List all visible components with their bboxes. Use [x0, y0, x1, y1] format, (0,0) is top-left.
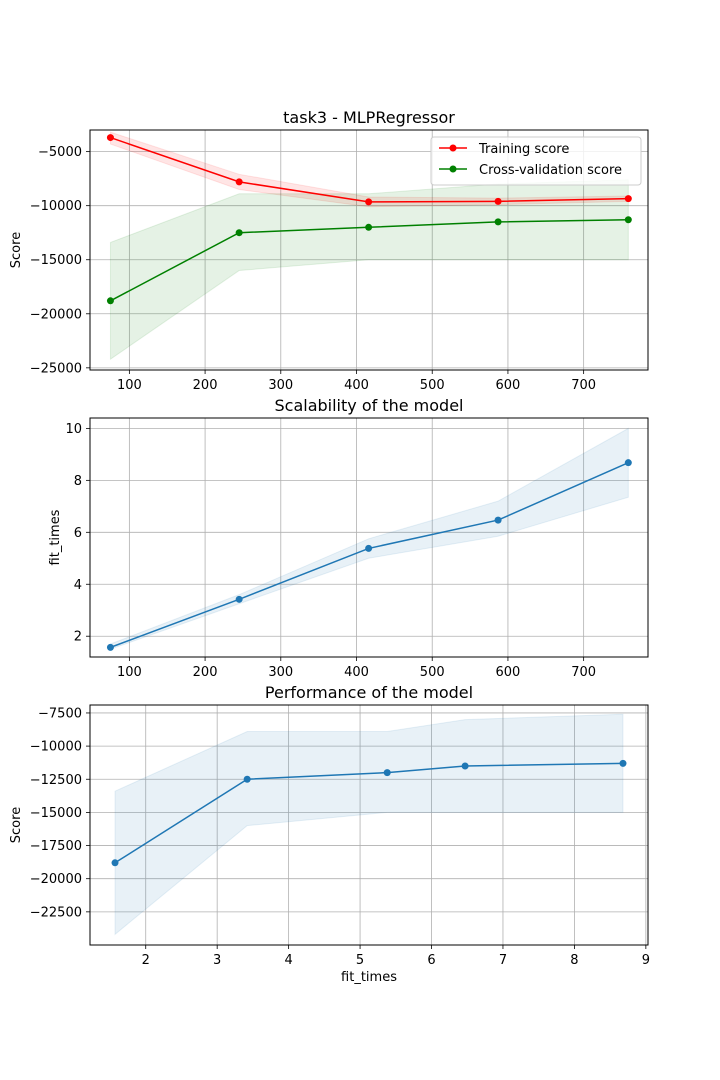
y-tick-label: 2: [74, 630, 82, 645]
x-tick-label: 200: [193, 378, 218, 393]
y-axis-label: fit_times: [48, 509, 63, 565]
x-tick-label: 8: [570, 953, 578, 968]
std-bands: [109, 427, 629, 650]
y-tick-label: −10000: [30, 199, 82, 214]
series-points: [106, 134, 632, 305]
data-point-series-0: [106, 134, 114, 142]
grid-lines: [90, 705, 648, 945]
y-tick-label: 10: [65, 422, 82, 437]
data-point-series-1: [235, 229, 243, 237]
plot-frame: [89, 129, 649, 371]
legend-marker-cv: [449, 165, 457, 173]
legend-box: [430, 136, 642, 186]
data-point-series-0: [111, 859, 119, 867]
y-tick-label: −17500: [30, 839, 82, 854]
series-points: [111, 759, 627, 867]
x-tick-label: 200: [193, 665, 218, 680]
x-tick-label: 7: [499, 953, 507, 968]
x-tick-label: 700: [571, 378, 596, 393]
std-band-series-0: [109, 427, 629, 650]
x-tick-label: 5: [356, 953, 364, 968]
data-point-series-1: [106, 297, 114, 305]
x-axis-label: fit_times: [341, 970, 397, 985]
data-point-series-0: [365, 198, 373, 206]
y-tick-label: 6: [74, 526, 82, 541]
x-ticks: 2 3 4 5 6 7 8 9: [142, 945, 650, 968]
plot-frame: [89, 417, 649, 658]
y-tick-label: −20000: [30, 307, 82, 322]
data-point-series-1: [365, 223, 373, 231]
y-tick-label: −15000: [30, 253, 82, 268]
x-tick-label: 400: [344, 665, 369, 680]
y-tick-label: −15000: [30, 806, 82, 821]
x-ticks: 100 200 300 400 500 600 700: [117, 657, 596, 680]
data-point-series-0: [619, 759, 627, 767]
learning-curve-panel: 100 200 300 400 500 600 700 −25000 −20000 −15000…: [9, 108, 649, 393]
x-ticks: 100 200 300 400 500 600 700: [117, 370, 596, 393]
y-axis-label: Score: [9, 232, 24, 268]
data-point-series-0: [365, 544, 373, 552]
x-tick-label: 600: [496, 665, 521, 680]
std-band-series-0: [114, 713, 624, 936]
data-point-series-0: [235, 178, 243, 186]
std-bands: [114, 713, 624, 936]
y-tick-label: −7500: [38, 706, 82, 721]
data-point-series-0: [494, 197, 502, 205]
chart-title: task3 - MLPRegressor: [283, 108, 455, 127]
x-tick-label: 100: [117, 378, 142, 393]
y-tick-label: −22500: [30, 905, 82, 920]
legend: Training score Cross-validation score: [430, 136, 642, 186]
series-points: [106, 459, 632, 651]
x-tick-label: 500: [420, 665, 445, 680]
grid-lines: [90, 130, 648, 370]
data-point-series-0: [243, 775, 251, 783]
data-point-series-0: [624, 459, 632, 467]
legend-label-cv: Cross-validation score: [479, 163, 622, 178]
data-point-series-0: [383, 769, 391, 777]
y-tick-label: −5000: [38, 145, 82, 160]
x-tick-label: 500: [420, 378, 445, 393]
x-tick-label: 100: [117, 665, 142, 680]
x-tick-label: 4: [284, 953, 292, 968]
y-tick-label: 4: [74, 578, 82, 593]
plot-frame: [89, 704, 649, 946]
scalability-panel: 100 200 300 400 500 600 700 2 4 6 8 10 Scalability…: [48, 396, 649, 680]
y-ticks: 2 4 6 8 10: [65, 422, 90, 645]
x-tick-label: 6: [427, 953, 435, 968]
y-tick-label: −25000: [30, 361, 82, 376]
chart-title: Performance of the model: [265, 683, 473, 702]
data-point-series-0: [235, 595, 243, 603]
chart-title: Scalability of the model: [275, 396, 464, 415]
y-ticks: −22500 −20000 −17500 −15000 −12500 −10000 −750…: [30, 706, 90, 920]
x-tick-label: 600: [496, 378, 521, 393]
y-axis-label: Score: [9, 807, 24, 843]
data-point-series-1: [494, 218, 502, 226]
data-point-series-0: [624, 195, 632, 203]
x-tick-label: 2: [142, 953, 150, 968]
y-tick-label: −10000: [30, 740, 82, 755]
x-tick-label: 300: [268, 378, 293, 393]
x-tick-label: 400: [344, 378, 369, 393]
legend-label-training: Training score: [478, 142, 569, 157]
grid-lines: [90, 418, 648, 657]
y-tick-label: −20000: [30, 872, 82, 887]
data-point-series-0: [494, 516, 502, 524]
data-point-series-0: [461, 762, 469, 770]
y-ticks: −25000 −20000 −15000 −10000 −5000: [30, 145, 90, 376]
x-tick-label: 3: [213, 953, 221, 968]
y-tick-label: 8: [74, 474, 82, 489]
y-tick-label: −12500: [30, 773, 82, 788]
x-tick-label: 9: [642, 953, 650, 968]
data-point-series-0: [106, 643, 114, 651]
data-point-series-1: [624, 216, 632, 224]
legend-marker-training: [449, 144, 457, 152]
x-tick-label: 700: [571, 665, 596, 680]
x-tick-label: 300: [268, 665, 293, 680]
